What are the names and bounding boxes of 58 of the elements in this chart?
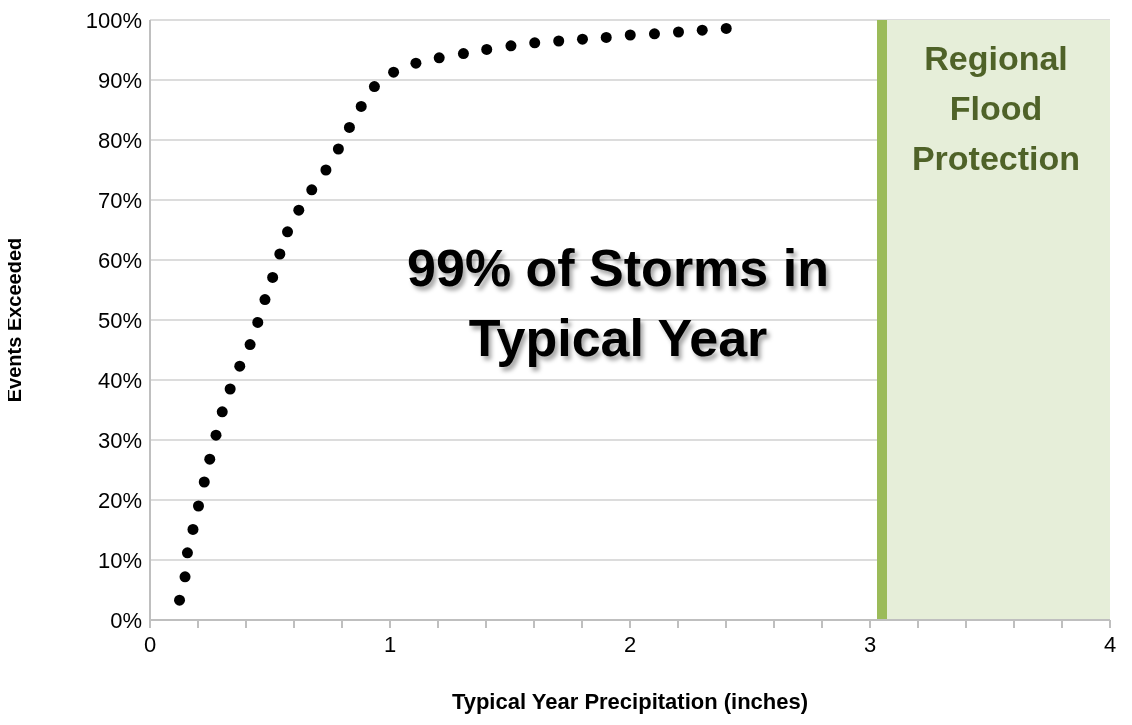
y-tick-label: 40% xyxy=(97,367,142,393)
point xyxy=(216,406,228,418)
point xyxy=(252,316,264,328)
y-tick-label: 90% xyxy=(97,67,142,93)
point xyxy=(505,40,517,52)
y-tick-label: 20% xyxy=(97,487,142,513)
point xyxy=(192,500,204,512)
point xyxy=(224,383,236,395)
point xyxy=(234,360,246,372)
y-tick-label: 70% xyxy=(97,187,142,213)
point xyxy=(457,48,469,60)
y-tick-label: 0% xyxy=(110,607,142,633)
point xyxy=(274,248,286,260)
point xyxy=(179,571,191,583)
point xyxy=(187,523,199,535)
point xyxy=(259,294,271,306)
point xyxy=(720,22,732,34)
y-tick-label: 50% xyxy=(97,307,142,333)
point xyxy=(355,100,367,112)
point xyxy=(244,339,256,351)
point xyxy=(368,81,380,93)
point xyxy=(293,204,305,216)
point xyxy=(267,271,279,283)
band-label: Regional Flood Protection xyxy=(911,39,1081,177)
y-tick-label: 30% xyxy=(97,427,142,453)
x-tick-label: 4 xyxy=(1103,632,1117,657)
point xyxy=(600,31,612,43)
x-tick-label: 2 xyxy=(623,632,637,657)
point xyxy=(529,37,541,49)
y-tick-label: 10% xyxy=(97,547,142,573)
point xyxy=(433,52,445,64)
point xyxy=(282,226,294,238)
point xyxy=(624,29,636,41)
point xyxy=(343,121,355,133)
point xyxy=(481,43,493,55)
y-tick-label: 60% xyxy=(97,247,142,273)
x-tick-label: 0 xyxy=(143,632,157,657)
x-axis-title: Typical Year Precipitation (inches) xyxy=(451,689,809,714)
point xyxy=(696,24,708,36)
y-tick-label: 100% xyxy=(85,7,142,33)
point xyxy=(576,33,588,45)
point xyxy=(198,476,210,488)
point xyxy=(553,35,565,47)
point xyxy=(320,164,332,176)
point xyxy=(410,57,422,69)
y-tick-label: 80% xyxy=(97,127,142,153)
point xyxy=(210,429,222,441)
point xyxy=(388,66,400,78)
x-tick-label: 1 xyxy=(383,632,397,657)
point xyxy=(648,28,660,40)
x-tick-label: 3 xyxy=(863,632,877,657)
annotation: 99% of Storms in Typical Year xyxy=(406,238,830,369)
point xyxy=(174,594,186,606)
point xyxy=(181,547,193,559)
point xyxy=(204,453,216,465)
point xyxy=(332,143,344,155)
point xyxy=(672,26,684,38)
point xyxy=(306,184,318,196)
